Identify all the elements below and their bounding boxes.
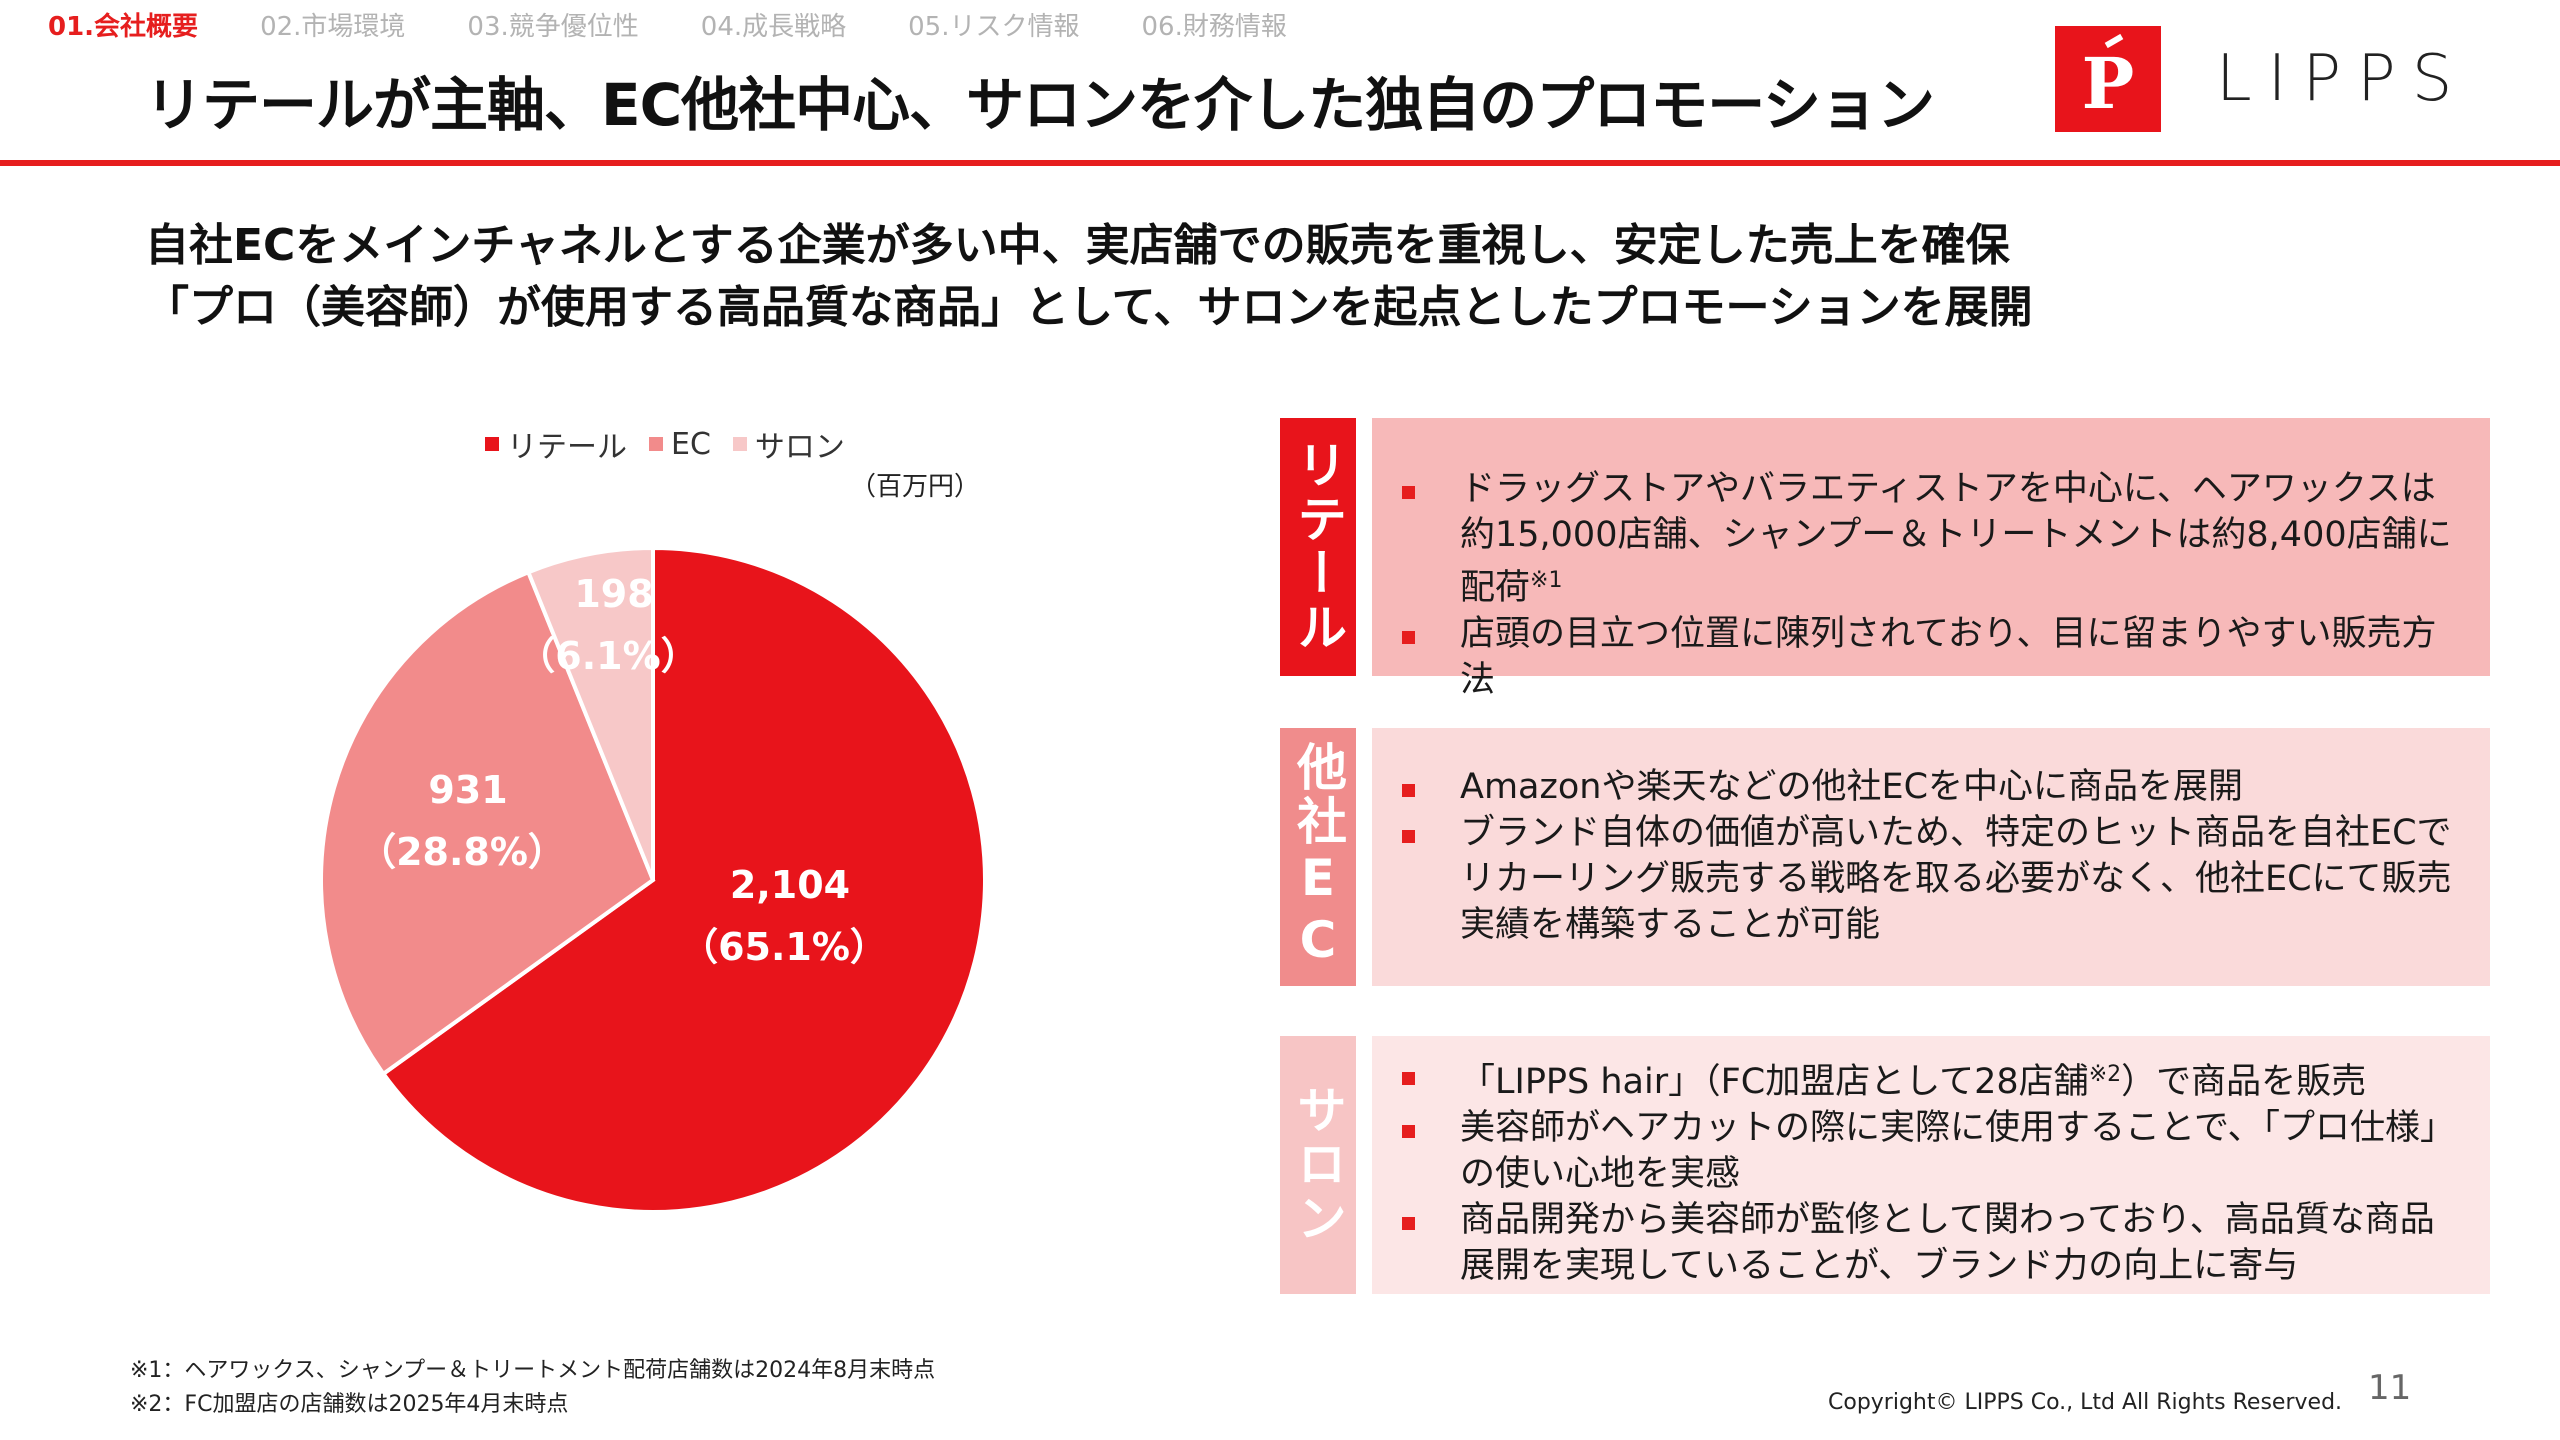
- bullet-item: ドラッグストアやバラエティストアを中心に、ヘアワックスは約15,000店舗、シャ…: [1392, 466, 2460, 611]
- nav-tab-market-environment[interactable]: 02.市場環境: [260, 11, 406, 42]
- page-title: リテールが主軸、EC他社中心、サロンを介した独自のプロモーション: [145, 71, 1935, 139]
- bullet-item: 店頭の目立つ位置に陳列されており、目に留まりやすい販売方法: [1392, 611, 2460, 703]
- pie-percent-label-salon: （6.1%）: [517, 634, 698, 678]
- panel-salon: サロン 「LIPPS hair」（FC加盟店として28店舗※2）で商品を販売 美…: [1280, 1036, 2490, 1294]
- pie-slice-salon: [525, 545, 655, 881]
- bullet-square-icon: [1402, 1217, 1415, 1230]
- copyright: Copyright© LIPPS Co., Ltd All Rights Res…: [1828, 1390, 2343, 1415]
- footnote-2: ※2：FC加盟店の店舗数は2025年4月末時点: [130, 1392, 569, 1417]
- lipps-logo-icon: P: [2055, 26, 2161, 132]
- panel-body-salon: 「LIPPS hair」（FC加盟店として28店舗※2）で商品を販売 美容師がヘ…: [1372, 1036, 2490, 1294]
- pie-value-label-salon: 198: [574, 572, 653, 616]
- panel-body-other-ec: Amazonや楽天などの他社ECを中心に商品を展開 ブランド自体の価値が高いため…: [1372, 728, 2490, 986]
- panel-retail: リテール ドラッグストアやバラエティストアを中心に、ヘアワックスは約15,000…: [1280, 418, 2490, 700]
- pie-value-label-retail: 2,104: [730, 863, 850, 907]
- nav-tab-competitive-advantage[interactable]: 03.競争優位性: [467, 11, 639, 42]
- panel-label-other-ec: 他社EC: [1280, 728, 1356, 986]
- bullet-square-icon: [1402, 631, 1415, 644]
- legend-item-salon: サロン: [732, 422, 845, 466]
- page-number: 11: [2368, 1368, 2412, 1408]
- panel-label-retail: リテール: [1280, 418, 1356, 676]
- bullet-item: Amazonや楽天などの他社ECを中心に商品を展開: [1392, 764, 2460, 810]
- pie-value-label-ec: 931: [428, 768, 507, 812]
- lead-line-1: 自社ECをメインチャネルとする企業が多い中、実店舗での販売を重視し、安定した売上…: [145, 220, 2010, 271]
- chart-unit-label: （百万円）: [850, 472, 981, 502]
- footnote-marker: ※1: [1530, 568, 1563, 593]
- bullet-item: ブランド自体の価値が高いため、特定のヒット商品を自社ECでリカーリング販売する戦…: [1392, 810, 2460, 948]
- header-divider: [0, 160, 2560, 166]
- pie-percent-label-retail: （65.1%）: [680, 925, 888, 969]
- panel-label-salon: サロン: [1280, 1036, 1356, 1294]
- footnote-marker: ※2: [2088, 1062, 2122, 1087]
- footnote-1: ※1：ヘアワックス、シャンプー＆トリートメント配荷店舗数は2024年8月末時点: [130, 1358, 936, 1383]
- bullet-square-icon: [1402, 1072, 1415, 1085]
- pie-slice-retail: [380, 545, 987, 1214]
- legend-swatch-salon: [732, 437, 747, 451]
- nav-tab-financial-info[interactable]: 06.財務情報: [1141, 11, 1287, 42]
- legend-item-retail: リテール: [485, 422, 627, 466]
- nav-tab-risk-info[interactable]: 05.リスク情報: [908, 11, 1080, 42]
- legend-item-ec: EC: [649, 427, 711, 462]
- legend-swatch-retail: [485, 437, 499, 451]
- pie-svg: 2,104 （65.1%） 931 （28.8%） 198 （6.1%）: [319, 545, 987, 1214]
- panel-body-retail: ドラッグストアやバラエティストアを中心に、ヘアワックスは約15,000店舗、シャ…: [1372, 418, 2490, 700]
- logo-wordmark: LIPPS: [2216, 42, 2469, 116]
- nav-tab-growth-strategy[interactable]: 04.成長戦略: [700, 11, 847, 42]
- section-nav: 01.会社概要 02.市場環境 03.競争優位性 04.成長戦略 05.リスク情…: [48, 6, 1349, 42]
- svg-text:P: P: [2082, 42, 2135, 125]
- bullet-square-icon: [1402, 830, 1415, 843]
- panel-other-ec: 他社EC Amazonや楽天などの他社ECを中心に商品を展開 ブランド自体の価値…: [1280, 728, 2490, 986]
- lead-line-2: 「プロ（美容師）が使用する高品質な商品」として、サロンを起点としたプロモーション…: [145, 282, 2033, 333]
- bullet-square-icon: [1402, 1125, 1415, 1138]
- legend-swatch-ec: [649, 437, 663, 451]
- brand-logo: P LIPPS: [2055, 26, 2468, 132]
- nav-tab-company-overview[interactable]: 01.会社概要: [48, 11, 199, 42]
- chart-legend: リテール EC サロン: [485, 422, 867, 466]
- lead-text: 自社ECをメインチャネルとする企業が多い中、実店舗での販売を重視し、安定した売上…: [145, 215, 2033, 339]
- pie-slice-ec: [319, 569, 656, 1077]
- bullet-item: 商品開発から美容師が監修として関わっており、高品質な商品展開を実現していることが…: [1392, 1197, 2460, 1289]
- bullet-square-icon: [1402, 784, 1415, 797]
- bullet-item: 美容師がヘアカットの際に実際に使用することで、「プロ仕様」の使い心地を実感: [1392, 1105, 2460, 1197]
- bullet-item: 「LIPPS hair」（FC加盟店として28店舗※2）で商品を販売: [1392, 1052, 2460, 1105]
- sales-channel-pie-chart: リテール EC サロン （百万円） 2,104 （65.1%） 931 （28.8%）…: [300, 410, 1060, 1230]
- bullet-square-icon: [1402, 486, 1415, 499]
- pie-percent-label-ec: （28.8%）: [358, 830, 566, 874]
